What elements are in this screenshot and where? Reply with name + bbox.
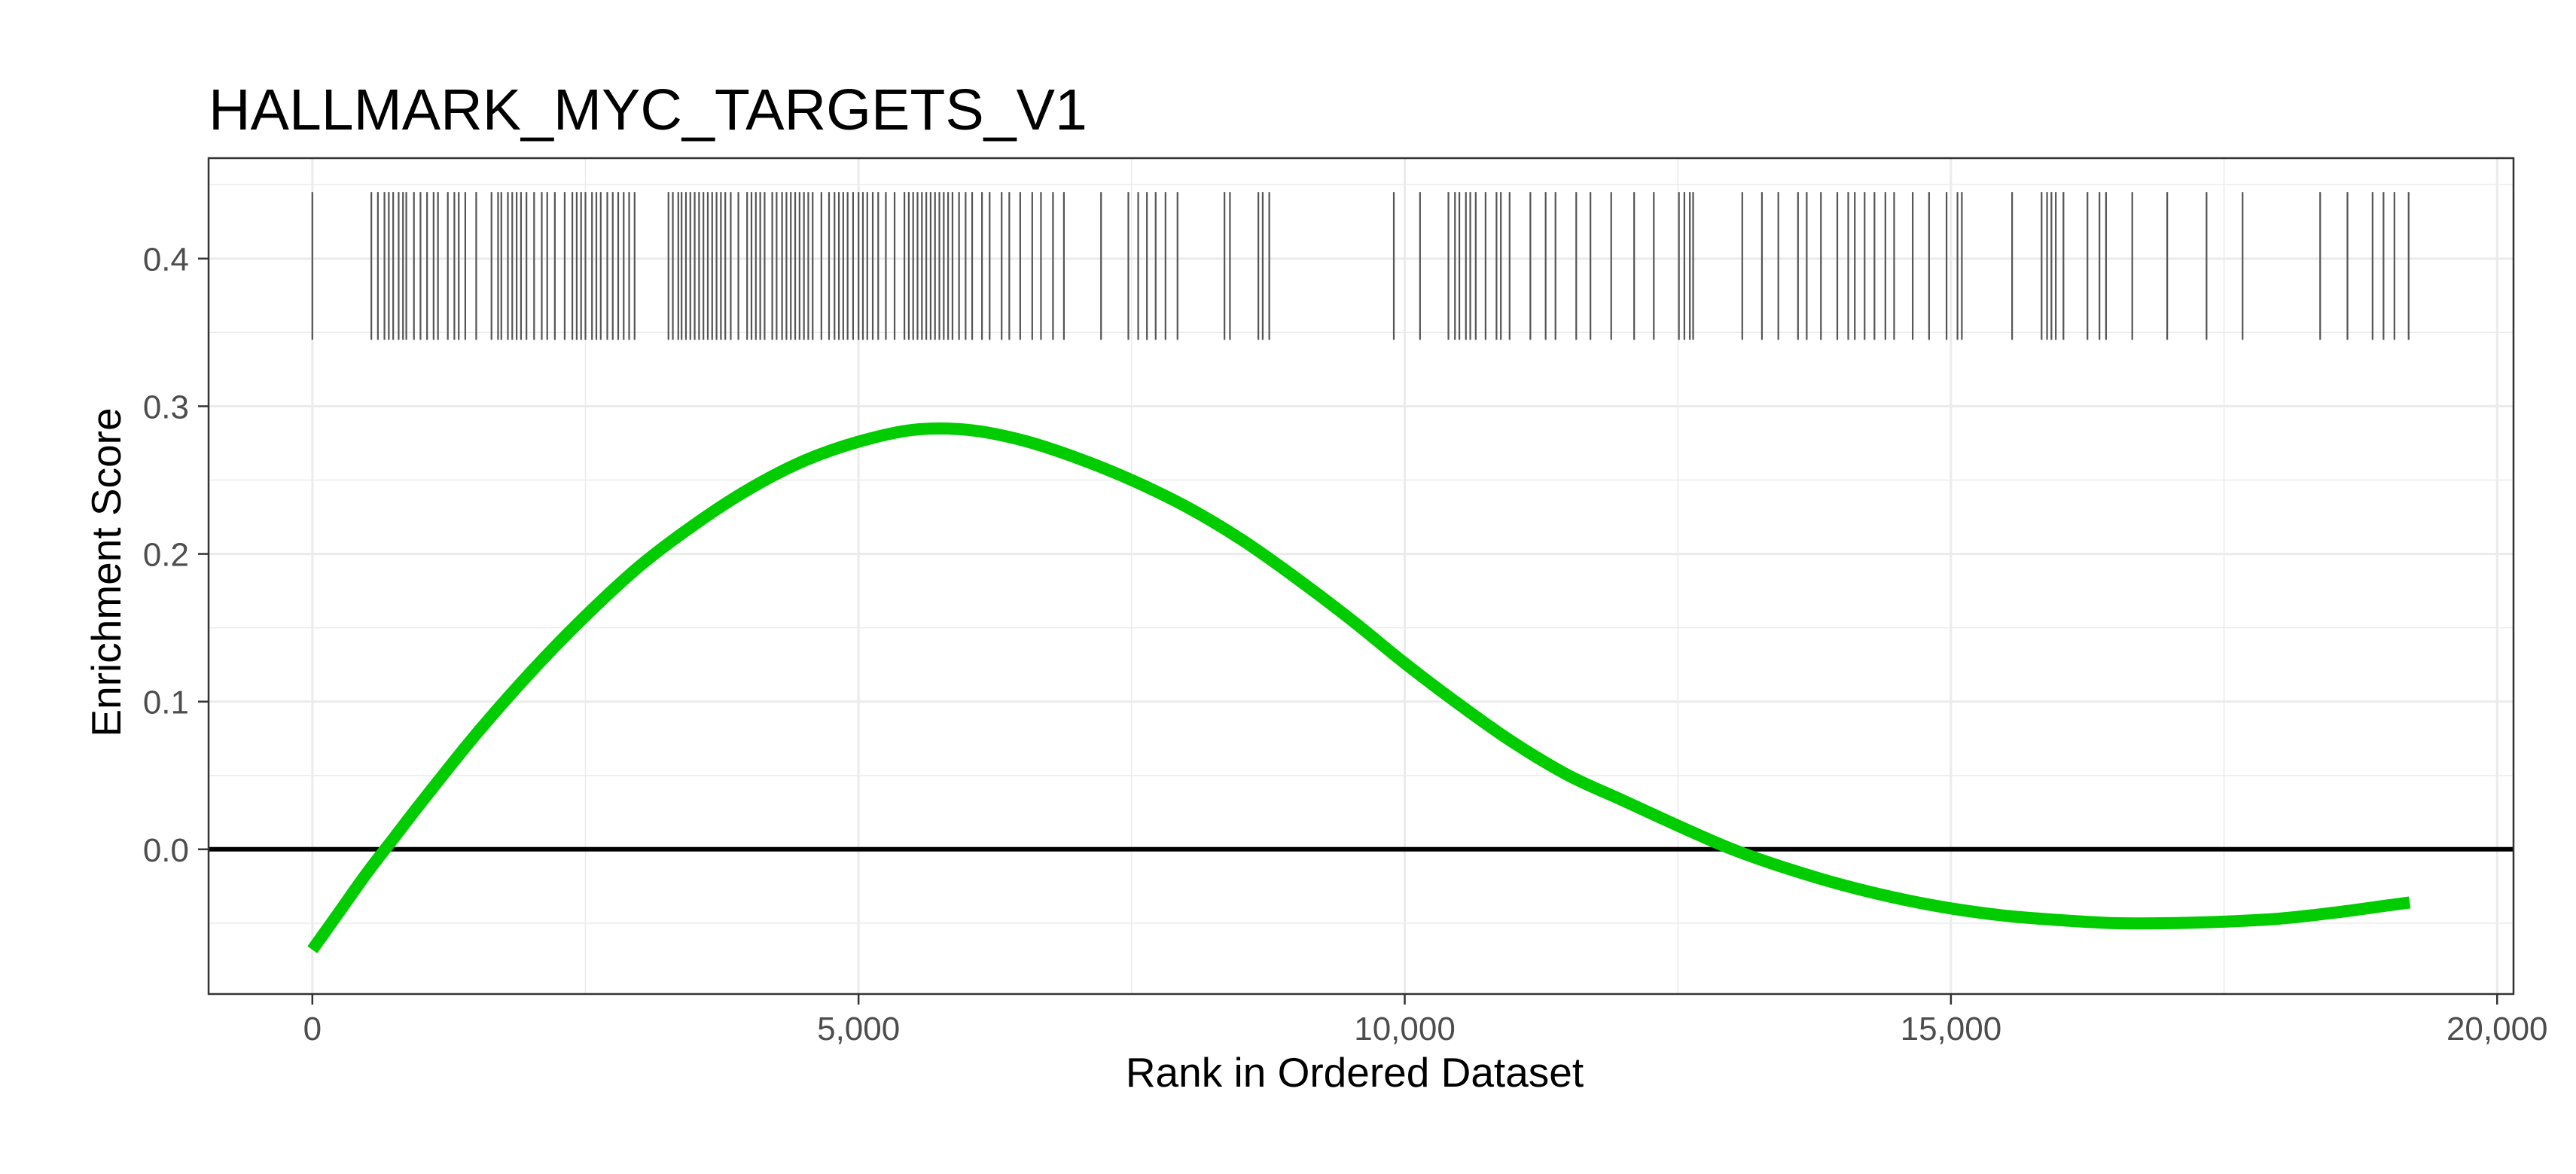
chart-title: HALLMARK_MYC_TARGETS_V1	[209, 78, 1087, 142]
y-tick-label: 0.3	[143, 389, 189, 425]
y-tick-label: 0.1	[143, 685, 189, 721]
tick-layer: 0 5,000 10,000 15,000 20,000 0.0 0.1 0.2 0.3 0.4	[143, 241, 2548, 1047]
enrichment-score-line	[307, 422, 2411, 953]
x-axis-title: Rank in Ordered Dataset	[1126, 1049, 1584, 1096]
gene-hit-marks	[311, 192, 2410, 340]
x-tick-label: 15,000	[1901, 1011, 2002, 1047]
panel-border	[207, 157, 2515, 996]
y-tick-label: 0.4	[143, 241, 189, 278]
y-tick-label: 0.0	[143, 832, 189, 869]
x-tick-label: 10,000	[1354, 1011, 1456, 1047]
x-tick-label: 0	[303, 1011, 322, 1047]
series-layer	[307, 422, 2411, 953]
y-tick-label: 0.2	[143, 537, 189, 574]
x-tick-label: 20,000	[2446, 1011, 2548, 1047]
x-tick-label: 5,000	[817, 1011, 900, 1047]
y-axis-title: Enrichment Score	[83, 407, 130, 736]
